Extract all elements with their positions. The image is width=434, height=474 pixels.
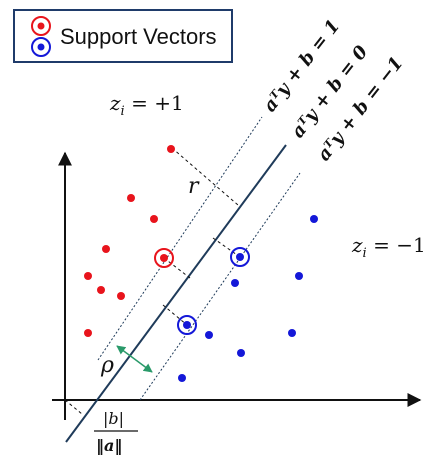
positive-point xyxy=(127,194,135,202)
positive-point xyxy=(117,292,125,300)
support-perp-pos xyxy=(163,257,191,279)
legend: Support Vectors xyxy=(13,9,233,63)
negative-support-vector-ring xyxy=(230,247,250,267)
positive-point xyxy=(150,215,158,223)
negative-support-vector-dot xyxy=(183,321,191,329)
negative-point xyxy=(178,374,186,382)
negative-point xyxy=(231,279,239,287)
positive-support-vector-dot xyxy=(160,254,168,262)
label-negative-class: zi = −1 xyxy=(351,233,426,261)
legend-label: Support Vectors xyxy=(60,24,217,49)
margin-lower xyxy=(139,172,301,401)
positive-point xyxy=(97,286,105,294)
negative-support-vector-dot xyxy=(236,253,244,261)
positive-points xyxy=(84,145,175,337)
positive-point xyxy=(84,272,92,280)
legend-negative-support-dot xyxy=(37,43,45,51)
decision-boundary xyxy=(65,144,287,443)
margin-upper xyxy=(97,116,263,361)
margin-arrow xyxy=(116,345,153,373)
negative-point xyxy=(295,272,303,280)
bias-fraction: |b| ‖a‖ xyxy=(94,409,138,455)
legend-positive-support-dot xyxy=(37,22,45,30)
positive-point xyxy=(167,145,175,153)
legend-positive-support-ring xyxy=(31,16,51,36)
label-margin-rho: ρ xyxy=(100,353,114,378)
negative-support-vector-ring xyxy=(177,315,197,335)
distance-r-guide xyxy=(171,147,239,206)
positive-point xyxy=(102,245,110,253)
negative-point xyxy=(310,215,318,223)
negative-point xyxy=(237,349,245,357)
bias-numerator: |b| xyxy=(103,409,124,428)
negative-point xyxy=(288,329,296,337)
positive-support-vector-ring xyxy=(154,248,174,268)
legend-negative-support-ring xyxy=(31,37,51,57)
bias-denominator: ‖a‖ xyxy=(96,436,122,455)
label-distance-r: r xyxy=(188,174,200,199)
support-perp-neg-1 xyxy=(212,237,241,258)
negative-points xyxy=(177,215,318,382)
bias-guide xyxy=(64,399,83,415)
positive-point xyxy=(84,329,92,337)
support-perp-neg-2 xyxy=(162,304,188,326)
legend-box xyxy=(13,9,233,63)
negative-point xyxy=(205,331,213,339)
label-positive-class: zi = +1 xyxy=(109,91,184,119)
